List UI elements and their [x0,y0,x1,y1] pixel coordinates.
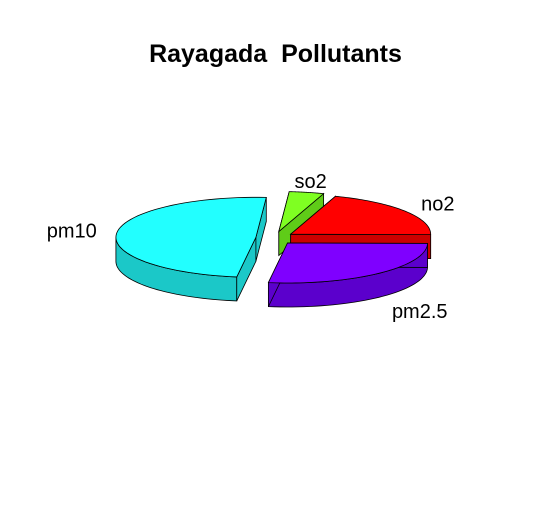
chart-title: Rayagada Pollutants [149,40,402,68]
slice-label-pm10: pm10 [47,220,97,242]
slice-top-no2 [289,195,432,236]
slice-label-pm2-5: pm2.5 [392,301,448,323]
pie-slice-pm2-5 [267,242,428,308]
pie-slice-so2 [278,191,325,257]
slice-label-no2: no2 [421,194,454,216]
slice-top-pm2-5 [267,242,428,284]
pie-slice-pm10 [115,196,267,302]
slice-top-so2 [278,191,325,233]
slice-top-pm10 [115,196,267,278]
slice-label-so2: so2 [294,171,326,193]
